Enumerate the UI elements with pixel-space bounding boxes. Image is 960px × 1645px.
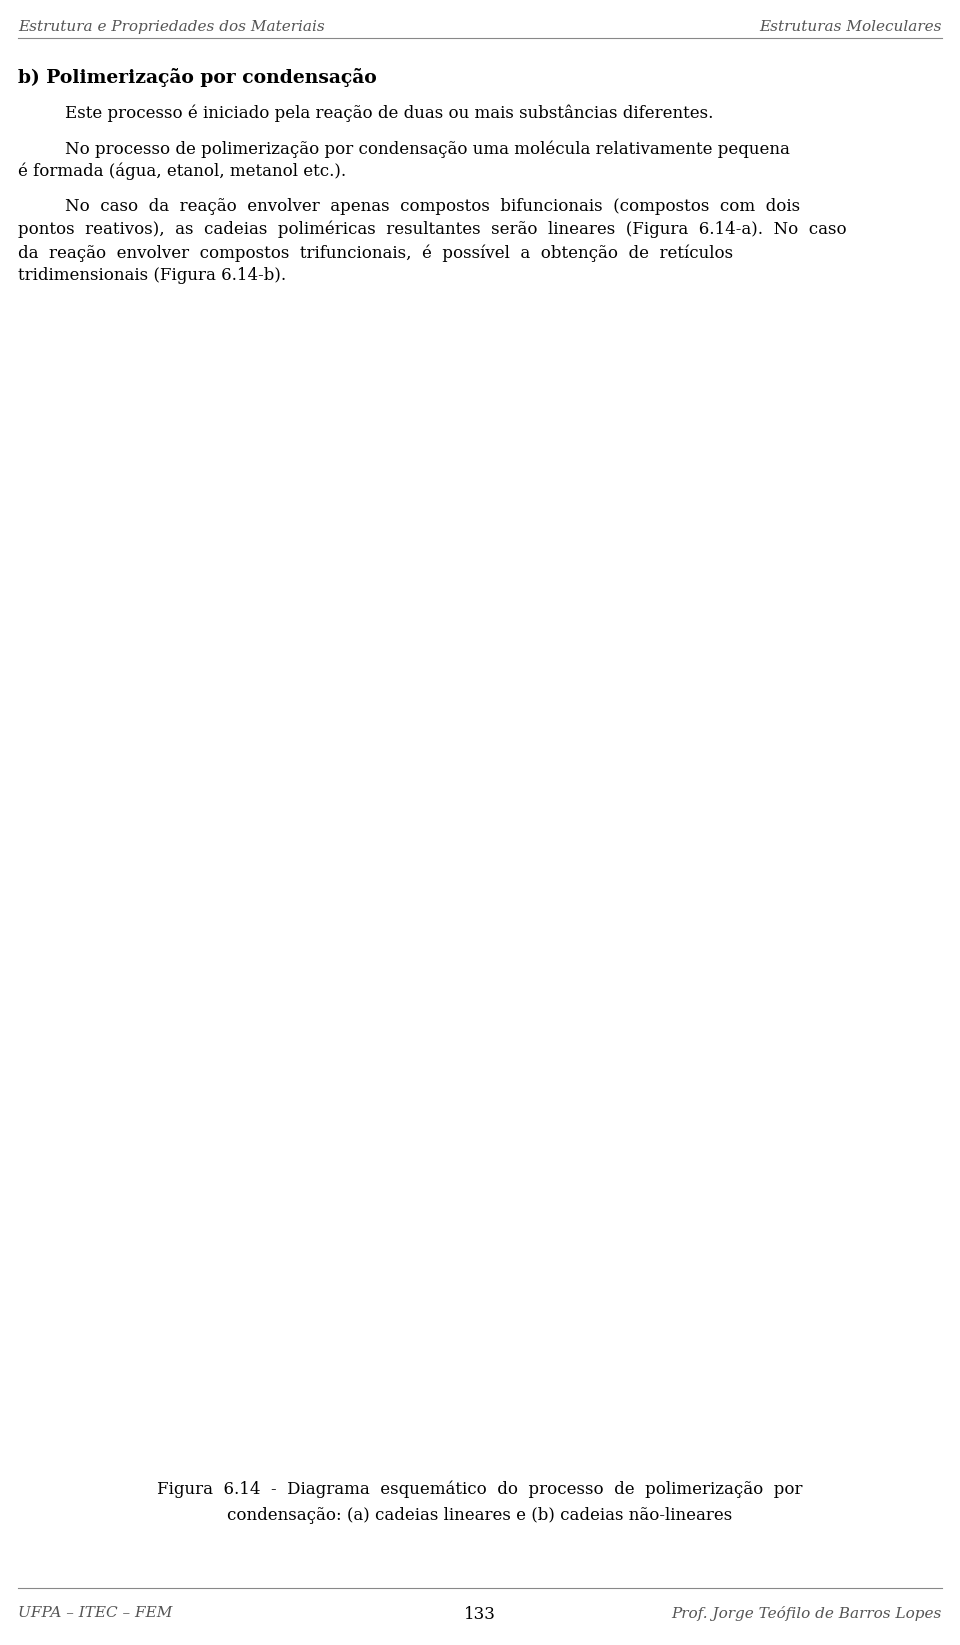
Text: Este processo é iniciado pela reação de duas ou mais substâncias diferentes.: Este processo é iniciado pela reação de …: [65, 105, 713, 122]
Text: Prof. Jorge Teófilo de Barros Lopes: Prof. Jorge Teófilo de Barros Lopes: [672, 1606, 942, 1620]
Text: é formada (água, etanol, metanol etc.).: é formada (água, etanol, metanol etc.).: [18, 163, 347, 181]
Text: pontos  reativos),  as  cadeias  poliméricas  resultantes  serão  lineares  (Fig: pontos reativos), as cadeias poliméricas…: [18, 220, 847, 239]
Text: Estrutura e Propriedades dos Materiais: Estrutura e Propriedades dos Materiais: [18, 20, 324, 35]
Text: 133: 133: [464, 1606, 496, 1624]
Text: No processo de polimerização por condensação uma molécula relativamente pequena: No processo de polimerização por condens…: [65, 140, 790, 158]
Text: tridimensionais (Figura 6.14-b).: tridimensionais (Figura 6.14-b).: [18, 266, 286, 285]
Text: Estruturas Moleculares: Estruturas Moleculares: [759, 20, 942, 35]
Text: condensação: (a) cadeias lineares e (b) cadeias não-lineares: condensação: (a) cadeias lineares e (b) …: [228, 1507, 732, 1523]
Text: b) Polimerização por condensação: b) Polimerização por condensação: [18, 67, 376, 87]
Text: Figura  6.14  -  Diagrama  esquemático  do  processo  de  polimerização  por: Figura 6.14 - Diagrama esquemático do pr…: [157, 1480, 803, 1497]
Text: UFPA – ITEC – FEM: UFPA – ITEC – FEM: [18, 1606, 173, 1620]
Text: No  caso  da  reação  envolver  apenas  compostos  bifuncionais  (compostos  com: No caso da reação envolver apenas compos…: [65, 197, 800, 215]
Text: da  reação  envolver  compostos  trifuncionais,  é  possível  a  obtenção  de  r: da reação envolver compostos trifunciona…: [18, 243, 733, 262]
